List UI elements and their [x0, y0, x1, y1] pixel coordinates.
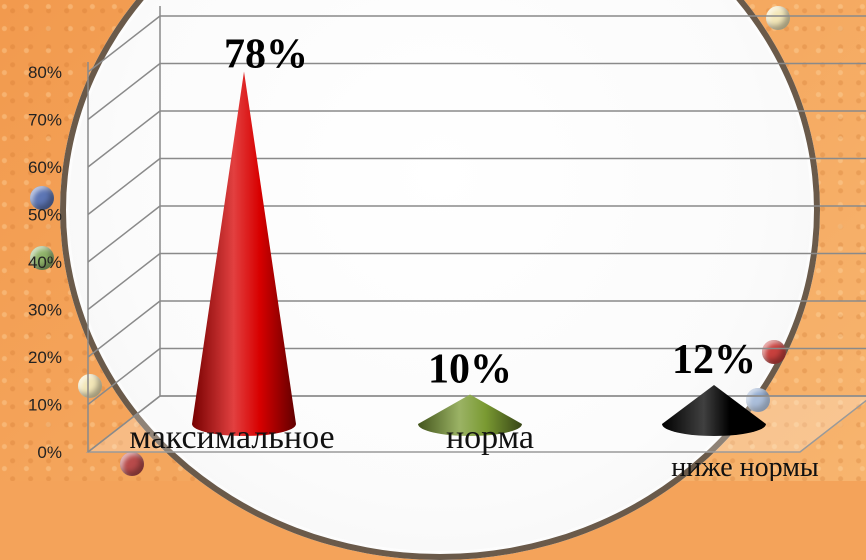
y-tick-label: 20% [28, 348, 62, 367]
y-tick-label: 60% [28, 158, 62, 177]
y-tick-label: 50% [28, 206, 62, 225]
gridline-side [88, 301, 160, 357]
gridline-side [88, 64, 160, 120]
gridline-side [88, 16, 160, 72]
data-label: 78% [224, 32, 308, 78]
gridline-side [88, 349, 160, 405]
y-tick-label: 10% [28, 396, 62, 415]
x-category-label: ниже нормы [671, 452, 819, 481]
cone-chart: 0% 10% 20% 30% 40% 50% 60% 70% 80% 78% максимальн… [0, 0, 866, 481]
gridline-side [88, 206, 160, 262]
gridline-side [88, 111, 160, 167]
axis-layer: 0% 10% 20% 30% 40% 50% 60% 70% 80% [28, 6, 160, 462]
y-tick-label: 80% [28, 63, 62, 82]
y-tick-label: 40% [28, 253, 62, 272]
y-tick-label: 70% [28, 111, 62, 130]
x-category-label: максимальное [129, 419, 334, 456]
y-tick-label: 30% [28, 301, 62, 320]
x-category-label: норма [446, 419, 534, 456]
data-label: 12% [672, 337, 756, 383]
y-tick-label: 0% [37, 443, 62, 462]
gridline-side [88, 159, 160, 215]
gridline-side [88, 254, 160, 310]
data-label: 10% [428, 347, 512, 393]
chart-stage: 0% 10% 20% 30% 40% 50% 60% 70% 80% 78% максимальн… [0, 0, 866, 481]
